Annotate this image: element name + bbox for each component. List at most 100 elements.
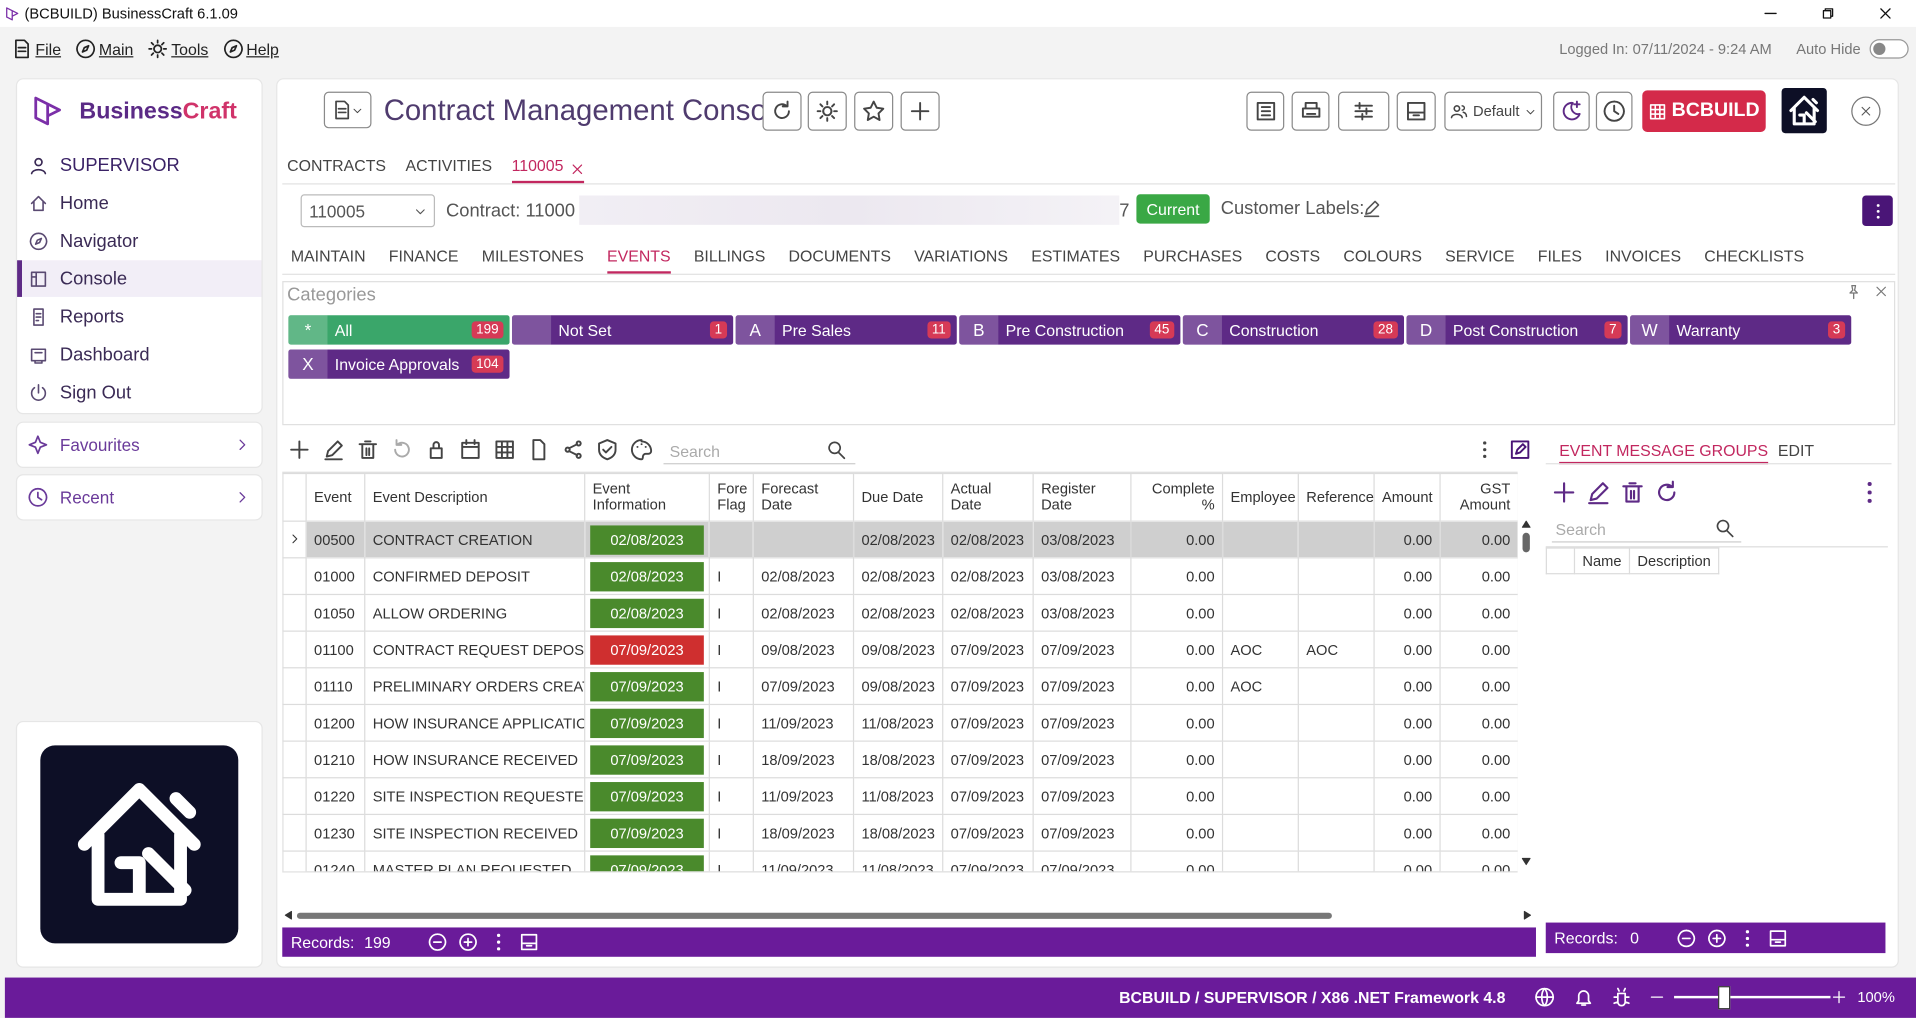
subtab[interactable]: SERVICE xyxy=(1445,246,1515,266)
subtab[interactable]: FILES xyxy=(1537,246,1582,266)
close-console[interactable] xyxy=(1851,96,1881,126)
grid-tool[interactable] xyxy=(323,439,345,461)
toolbar-button[interactable] xyxy=(807,91,847,131)
subtab[interactable]: BILLINGS xyxy=(693,246,766,266)
subtab[interactable]: MAINTAIN xyxy=(290,246,366,266)
expand-button[interactable] xyxy=(1707,928,1727,948)
toolbar-button[interactable] xyxy=(900,91,940,131)
column-header[interactable]: Name xyxy=(1573,547,1631,575)
favourites[interactable]: Favourites xyxy=(15,421,263,469)
scroll-thumb[interactable] xyxy=(296,912,1332,919)
column-header[interactable]: Reference xyxy=(1297,472,1375,522)
zoom-in[interactable] xyxy=(1832,990,1847,1005)
auto-hide-toggle[interactable] xyxy=(1869,39,1909,59)
subtab[interactable]: DOCUMENTS xyxy=(788,246,891,266)
grid-row[interactable]: 01050 ALLOW ORDERING 02/08/2023 I 02/08/2023… xyxy=(282,593,1518,632)
column-header[interactable]: Forecast Date xyxy=(752,472,855,522)
column-header[interactable]: Register Date xyxy=(1032,472,1132,522)
subtab[interactable]: VARIATIONS xyxy=(914,246,1009,266)
category-chip[interactable]: * All 199 xyxy=(288,315,510,345)
category-chip[interactable]: D Post Construction 7 xyxy=(1406,315,1628,345)
tab[interactable]: 110005 xyxy=(511,156,585,184)
column-header[interactable]: Complete % xyxy=(1130,472,1224,522)
profile-selector[interactable]: Default xyxy=(1444,91,1543,131)
toolbar-button[interactable] xyxy=(762,91,802,131)
grid-row[interactable]: 01000 CONFIRMED DEPOSIT 02/08/2023 I 02/08/2… xyxy=(282,557,1518,596)
tab[interactable]: CONTRACTS xyxy=(287,156,386,180)
layout-button[interactable] xyxy=(323,91,372,129)
nav-item[interactable]: Sign Out xyxy=(17,374,261,411)
more-button[interactable] xyxy=(1738,928,1758,948)
toolbar-button[interactable] xyxy=(1246,91,1285,131)
grid-row[interactable]: 01230 SITE INSPECTION RECEIVED 07/09/2023 I… xyxy=(282,813,1518,852)
subtab[interactable]: FINANCE xyxy=(388,246,459,266)
category-chip[interactable]: X Invoice Approvals 104 xyxy=(288,349,510,379)
grid-tool[interactable] xyxy=(357,439,379,461)
subtab[interactable]: COLOURS xyxy=(1343,246,1422,266)
pin-button[interactable] xyxy=(1846,284,1861,300)
panel-button[interactable] xyxy=(1768,928,1788,948)
collapse-button[interactable] xyxy=(428,932,448,952)
expand-button[interactable] xyxy=(458,932,478,952)
side-tab[interactable]: EDIT xyxy=(1777,441,1815,460)
subtab[interactable]: ESTIMATES xyxy=(1031,246,1121,266)
subtab[interactable]: MILESTONES xyxy=(481,246,584,266)
grid-row[interactable]: 01100 CONTRACT REQUEST DEPOSIT 07/09/2023 I… xyxy=(282,630,1518,669)
grid-tool[interactable] xyxy=(288,439,310,461)
close-categories[interactable] xyxy=(1874,285,1887,298)
side-tool[interactable] xyxy=(1620,480,1644,504)
menu-item[interactable]: Tools xyxy=(148,37,208,61)
column-header[interactable]: Due Date xyxy=(852,472,944,522)
edit-labels[interactable] xyxy=(1362,199,1380,218)
category-chip[interactable]: C Construction 28 xyxy=(1182,315,1405,345)
subtab[interactable]: INVOICES xyxy=(1605,246,1682,266)
side-tool[interactable] xyxy=(1857,480,1881,504)
more-button[interactable] xyxy=(1862,195,1893,227)
side-tool[interactable] xyxy=(1655,480,1679,504)
toolbar-button[interactable] xyxy=(1291,91,1330,131)
company-badge[interactable]: BCBUILD xyxy=(1642,90,1766,132)
toolbar-button[interactable] xyxy=(1553,91,1590,131)
subtab[interactable]: EVENTS xyxy=(607,247,671,274)
category-chip[interactable]: Not Set 1 xyxy=(511,315,734,345)
tab[interactable]: ACTIVITIES xyxy=(406,156,493,180)
grid-more[interactable] xyxy=(1475,440,1495,460)
grid-row[interactable]: 01200 HOW INSURANCE APPLICATION 07/09/2023… xyxy=(282,703,1518,742)
toolbar-button[interactable] xyxy=(1338,91,1390,131)
recent[interactable]: Recent xyxy=(15,474,263,521)
tab-close[interactable] xyxy=(571,156,584,180)
grid-tool[interactable] xyxy=(391,439,413,461)
subtab[interactable]: CHECKLISTS xyxy=(1704,246,1805,266)
category-chip[interactable]: A Pre Sales 11 xyxy=(735,315,957,345)
column-header[interactable]: Event Description xyxy=(364,472,586,522)
nav-item[interactable]: Console xyxy=(17,260,262,297)
icon[interactable] xyxy=(1535,987,1555,1007)
grid-tool[interactable] xyxy=(425,439,447,461)
grid-tool[interactable] xyxy=(528,439,550,461)
contract-selector[interactable]: 110005 xyxy=(300,194,436,228)
grid-search[interactable]: Search xyxy=(663,435,856,465)
grid-row[interactable]: 00500 CONTRACT CREATION 02/08/2023 02/08/20… xyxy=(282,520,1518,559)
nav-item[interactable]: Navigator xyxy=(17,222,261,259)
nav-item[interactable]: Home xyxy=(17,185,261,222)
column-header[interactable]: Event xyxy=(305,472,366,522)
minimize-button[interactable] xyxy=(1763,6,1778,21)
column-header[interactable]: Employee xyxy=(1221,472,1299,522)
side-search[interactable]: Search xyxy=(1551,516,1742,543)
toolbar-button[interactable] xyxy=(1595,91,1633,131)
panel-button[interactable] xyxy=(519,932,539,952)
side-tool[interactable] xyxy=(1586,480,1610,505)
grid-tool[interactable] xyxy=(562,439,584,461)
scroll-thumb[interactable] xyxy=(1522,532,1530,553)
column-header[interactable]: Description xyxy=(1628,547,1720,575)
column-header[interactable]: GST Amount xyxy=(1439,472,1518,522)
toolbar-button[interactable] xyxy=(1396,91,1436,131)
side-tool[interactable] xyxy=(1552,480,1576,504)
grid-edit[interactable] xyxy=(1509,439,1531,461)
toolbar-button[interactable] xyxy=(854,91,894,131)
menu-item[interactable]: Help xyxy=(223,37,279,61)
side-tab[interactable]: EVENT MESSAGE GROUPS xyxy=(1559,441,1769,465)
grid-row[interactable]: 01220 SITE INSPECTION REQUESTED 07/09/2023… xyxy=(282,777,1518,816)
nav-item[interactable]: Reports xyxy=(17,298,261,335)
